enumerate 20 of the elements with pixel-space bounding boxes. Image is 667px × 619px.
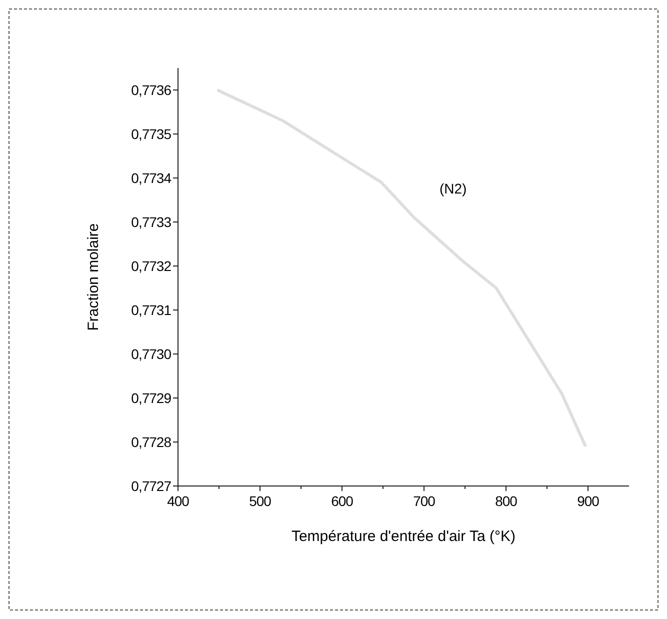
x-tick-label: 700 (413, 493, 436, 509)
y-tick-label: 0,7735 (131, 126, 172, 142)
y-tick-label: 0,7732 (131, 258, 172, 274)
x-tick-label: 800 (495, 493, 518, 509)
x-tick-label: 900 (577, 493, 600, 509)
y-tick-label: 0,7736 (131, 82, 172, 98)
y-tick-label: 0,7730 (131, 346, 172, 362)
y-tick-label: 0,7734 (131, 170, 172, 186)
y-tick-label: 0,7731 (131, 302, 172, 318)
y-tick-label: 0,7727 (131, 478, 172, 494)
x-tick-label: 600 (331, 493, 354, 509)
x-tick-label: 500 (249, 493, 272, 509)
x-tick-label: 400 (167, 493, 190, 509)
line-series (216, 88, 588, 448)
y-tick-label: 0,7733 (131, 214, 172, 230)
annotation: (N2) (439, 180, 467, 196)
x-axis-title: Température d'entrée d'air Ta (°K) (291, 528, 516, 545)
y-axis-title: Fraction molaire (85, 223, 102, 331)
y-tick-label: 0,7728 (131, 434, 172, 450)
y-tick-label: 0,7729 (131, 390, 172, 406)
